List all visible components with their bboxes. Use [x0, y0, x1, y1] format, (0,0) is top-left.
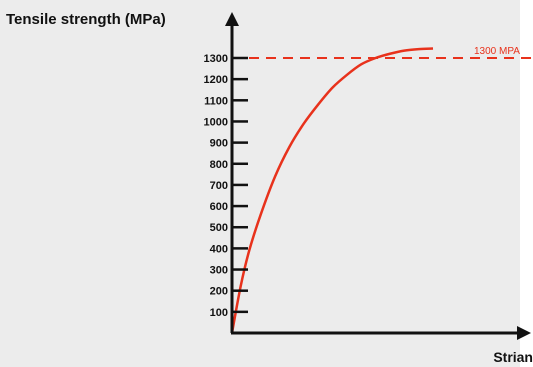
y-tick-label-900: 900: [210, 138, 228, 150]
y-tick-label-200: 200: [210, 286, 228, 298]
x-axis-title: Strian: [493, 349, 533, 365]
y-axis-title: Tensile strength (MPa): [6, 11, 166, 28]
y-tick-label-400: 400: [210, 243, 228, 255]
y-tick-label-500: 500: [210, 222, 228, 234]
y-tick-label-700: 700: [210, 180, 228, 192]
y-tick-label-100: 100: [210, 307, 228, 319]
y-axis-arrow: [225, 12, 239, 26]
y-tick-label-1200: 1200: [204, 74, 228, 86]
chart-background: [0, 0, 520, 367]
y-tick-label-600: 600: [210, 201, 228, 213]
y-tick-label-1000: 1000: [204, 116, 228, 128]
y-tick-label-800: 800: [210, 159, 228, 171]
y-tick-label-300: 300: [210, 265, 228, 277]
reference-line-label: 1300 MPA: [474, 46, 520, 57]
y-tick-label-1100: 1100: [204, 95, 228, 107]
stress-strain-curve: [230, 47, 434, 334]
x-axis-arrow: [517, 326, 531, 340]
y-tick-label-1300: 1300: [204, 53, 228, 65]
